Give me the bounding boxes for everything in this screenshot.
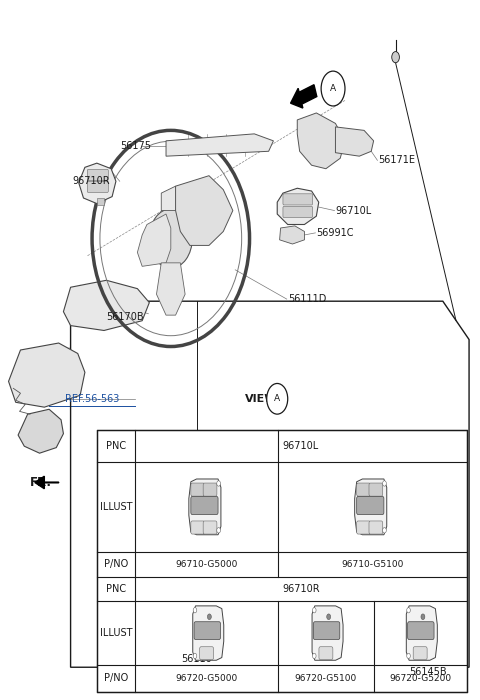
Text: 96720-G5200: 96720-G5200: [389, 674, 451, 683]
FancyBboxPatch shape: [283, 206, 312, 218]
FancyBboxPatch shape: [369, 521, 383, 534]
FancyBboxPatch shape: [200, 647, 214, 659]
Text: 96720-G5100: 96720-G5100: [295, 674, 357, 683]
Polygon shape: [79, 163, 116, 204]
Polygon shape: [176, 176, 233, 246]
FancyBboxPatch shape: [191, 521, 204, 534]
Polygon shape: [63, 280, 149, 330]
FancyBboxPatch shape: [357, 483, 371, 496]
FancyBboxPatch shape: [313, 622, 340, 640]
Circle shape: [421, 614, 425, 620]
Circle shape: [392, 52, 399, 63]
FancyBboxPatch shape: [283, 194, 312, 205]
Text: A: A: [274, 394, 280, 403]
Text: P/NO: P/NO: [104, 673, 128, 683]
Text: 56991C: 56991C: [316, 228, 354, 238]
Polygon shape: [166, 134, 274, 156]
FancyBboxPatch shape: [357, 496, 384, 514]
FancyBboxPatch shape: [357, 521, 371, 534]
Polygon shape: [193, 606, 224, 660]
Polygon shape: [189, 479, 221, 535]
Polygon shape: [137, 214, 171, 266]
Polygon shape: [156, 262, 185, 315]
Circle shape: [327, 614, 331, 620]
FancyBboxPatch shape: [191, 483, 204, 496]
Text: 96710-G5000: 96710-G5000: [175, 560, 238, 569]
Text: 96710R: 96710R: [282, 584, 320, 594]
Circle shape: [217, 481, 220, 486]
FancyArrow shape: [290, 85, 317, 108]
Circle shape: [193, 608, 197, 613]
Polygon shape: [161, 186, 180, 211]
Text: A: A: [330, 84, 336, 93]
Text: P/NO: P/NO: [104, 559, 128, 569]
Polygon shape: [406, 606, 437, 660]
Text: 56145B: 56145B: [409, 667, 447, 677]
Bar: [97, 198, 104, 205]
FancyBboxPatch shape: [191, 496, 218, 514]
Circle shape: [407, 653, 410, 659]
Polygon shape: [297, 113, 345, 169]
FancyBboxPatch shape: [87, 181, 108, 193]
Text: ILLUST: ILLUST: [100, 628, 132, 638]
Text: VIEW: VIEW: [245, 394, 277, 404]
Polygon shape: [18, 410, 63, 453]
Circle shape: [193, 653, 197, 659]
Text: PNC: PNC: [106, 441, 126, 451]
FancyBboxPatch shape: [203, 521, 217, 534]
FancyBboxPatch shape: [369, 483, 383, 496]
Circle shape: [217, 528, 220, 533]
Circle shape: [383, 528, 386, 533]
Text: 56110: 56110: [181, 654, 213, 664]
Polygon shape: [336, 127, 373, 156]
Text: FR.: FR.: [30, 476, 52, 489]
FancyBboxPatch shape: [194, 622, 220, 640]
Bar: [97, 430, 467, 692]
FancyBboxPatch shape: [203, 483, 217, 496]
Text: 96710R: 96710R: [72, 176, 109, 186]
Circle shape: [312, 653, 316, 659]
Text: 96720-G5000: 96720-G5000: [176, 674, 238, 683]
Text: PNC: PNC: [106, 584, 126, 594]
Circle shape: [207, 614, 211, 620]
Text: 96710L: 96710L: [336, 206, 372, 216]
Text: 96710L: 96710L: [283, 441, 319, 451]
Polygon shape: [355, 479, 387, 535]
Circle shape: [383, 481, 386, 486]
Text: ILLUST: ILLUST: [100, 502, 132, 512]
FancyBboxPatch shape: [413, 647, 427, 659]
Circle shape: [312, 608, 316, 613]
Circle shape: [321, 71, 345, 106]
Polygon shape: [277, 188, 319, 225]
Polygon shape: [312, 606, 343, 660]
FancyBboxPatch shape: [319, 647, 333, 659]
Polygon shape: [280, 226, 304, 244]
Ellipse shape: [149, 209, 192, 268]
Text: 56170B: 56170B: [107, 312, 144, 321]
Circle shape: [267, 384, 288, 414]
Circle shape: [407, 608, 410, 613]
Text: 56111D: 56111D: [288, 294, 326, 304]
Polygon shape: [9, 343, 85, 407]
FancyArrow shape: [35, 476, 59, 489]
Text: 96710-G5100: 96710-G5100: [341, 560, 404, 569]
FancyBboxPatch shape: [408, 622, 434, 640]
FancyBboxPatch shape: [87, 169, 108, 181]
Text: REF.56-563: REF.56-563: [65, 394, 119, 404]
Text: 56175: 56175: [120, 141, 151, 150]
Text: 56171E: 56171E: [378, 155, 415, 165]
